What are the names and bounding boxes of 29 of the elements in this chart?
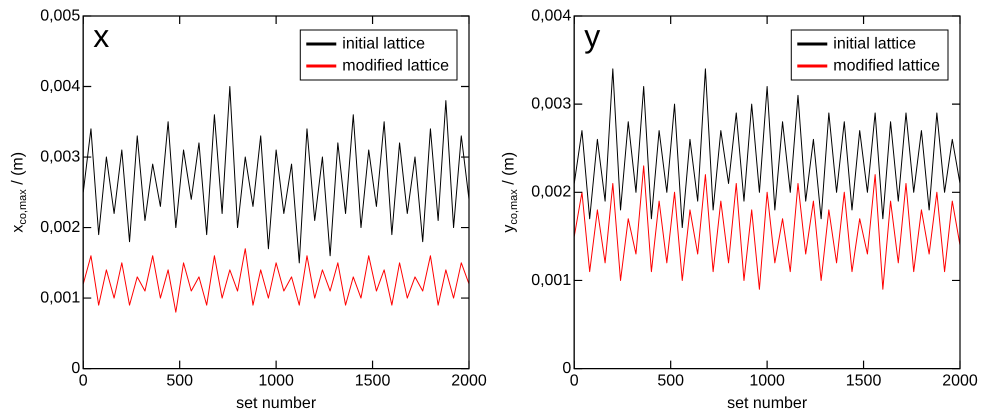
y-tick-label: 0,002: [40, 218, 80, 236]
y-tick-label: 0,001: [531, 272, 572, 289]
y-tick-label: 0,002: [531, 184, 572, 201]
y-tick-label: 0,003: [40, 148, 80, 166]
x-axis-title: set number: [727, 394, 808, 412]
y-tick-label: 0,001: [40, 289, 80, 306]
y-axis-title: xco,max / (m): [9, 152, 30, 233]
x-tick-label: 1500: [846, 372, 882, 390]
x-tick-label: 500: [166, 372, 194, 390]
legend-label: initial lattice: [833, 35, 916, 52]
annotation: y: [584, 18, 600, 54]
legend-label: initial lattice: [342, 35, 426, 52]
y-tick-label: 0,005: [40, 7, 80, 24]
y-axis-title: yco,max / (m): [500, 152, 520, 233]
y-tick-label: 0: [71, 360, 80, 378]
y-tick-label: 0: [562, 360, 572, 378]
y-tick-label: 0,004: [531, 7, 572, 24]
y-tick-label: 0,003: [531, 96, 572, 113]
annotation: x: [93, 18, 110, 54]
x-tick-label: 1000: [749, 372, 786, 390]
x-tick-label: 2000: [451, 372, 487, 390]
x-axis-title: set number: [236, 394, 317, 412]
legend-label: modified lattice: [833, 57, 940, 74]
x-tick-label: 1500: [354, 372, 390, 390]
legend-label: modified lattice: [342, 57, 450, 74]
x-tick-label: 500: [657, 372, 684, 390]
x-tick-label: 2000: [942, 372, 978, 390]
x-tick-label: 1000: [258, 372, 294, 390]
y-tick-label: 0,004: [40, 78, 80, 95]
